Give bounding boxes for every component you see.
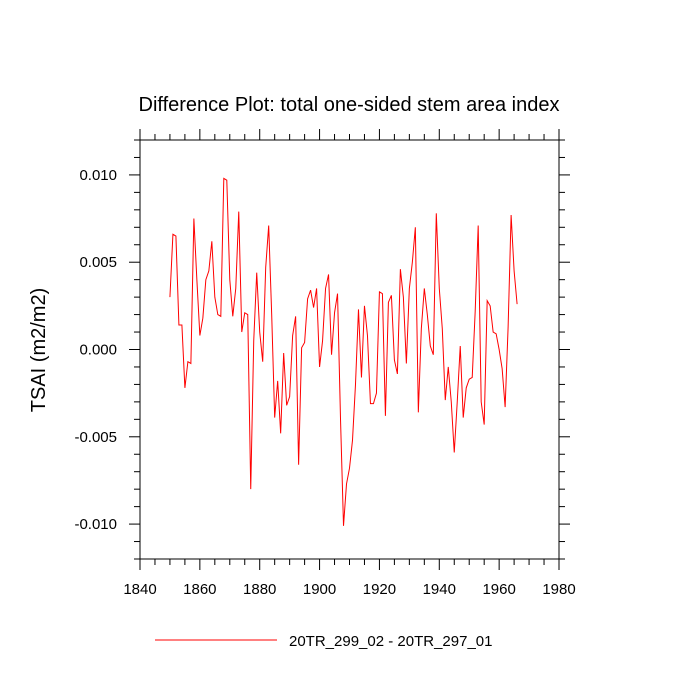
x-tick-label: 1960 [482, 581, 515, 598]
chart-title: Difference Plot: total one-sided stem ar… [139, 94, 560, 116]
x-tick-label: 1840 [123, 581, 156, 598]
y-tick-label: 0.000 [79, 342, 117, 359]
y-tick-label: -0.005 [74, 429, 117, 446]
series-line [169, 177, 518, 526]
x-tick-labels: 1840 1860 1880 1900 1920 1940 1960 1980 [123, 581, 575, 598]
y-tick-label: 0.010 [79, 167, 117, 184]
x-tick-label: 1920 [363, 581, 396, 598]
legend-label: 20TR_299_02 - 20TR_297_01 [289, 633, 492, 650]
x-tick-label: 1940 [423, 581, 456, 598]
plot-frame [139, 139, 560, 560]
x-tick-label: 1980 [542, 581, 575, 598]
x-tick-label: 1860 [183, 581, 216, 598]
x-tick-label: 1900 [303, 581, 336, 598]
y-tick-labels: -0.010 -0.005 0.000 0.005 0.010 [74, 167, 117, 533]
legend: 20TR_299_02 - 20TR_297_01 [155, 633, 492, 650]
axis-ticks [129, 129, 570, 570]
x-tick-label: 1880 [243, 581, 276, 598]
y-tick-label: -0.010 [74, 516, 117, 533]
y-axis-label: TSAI (m2/m2) [28, 288, 50, 412]
y-tick-label: 0.005 [79, 254, 117, 271]
